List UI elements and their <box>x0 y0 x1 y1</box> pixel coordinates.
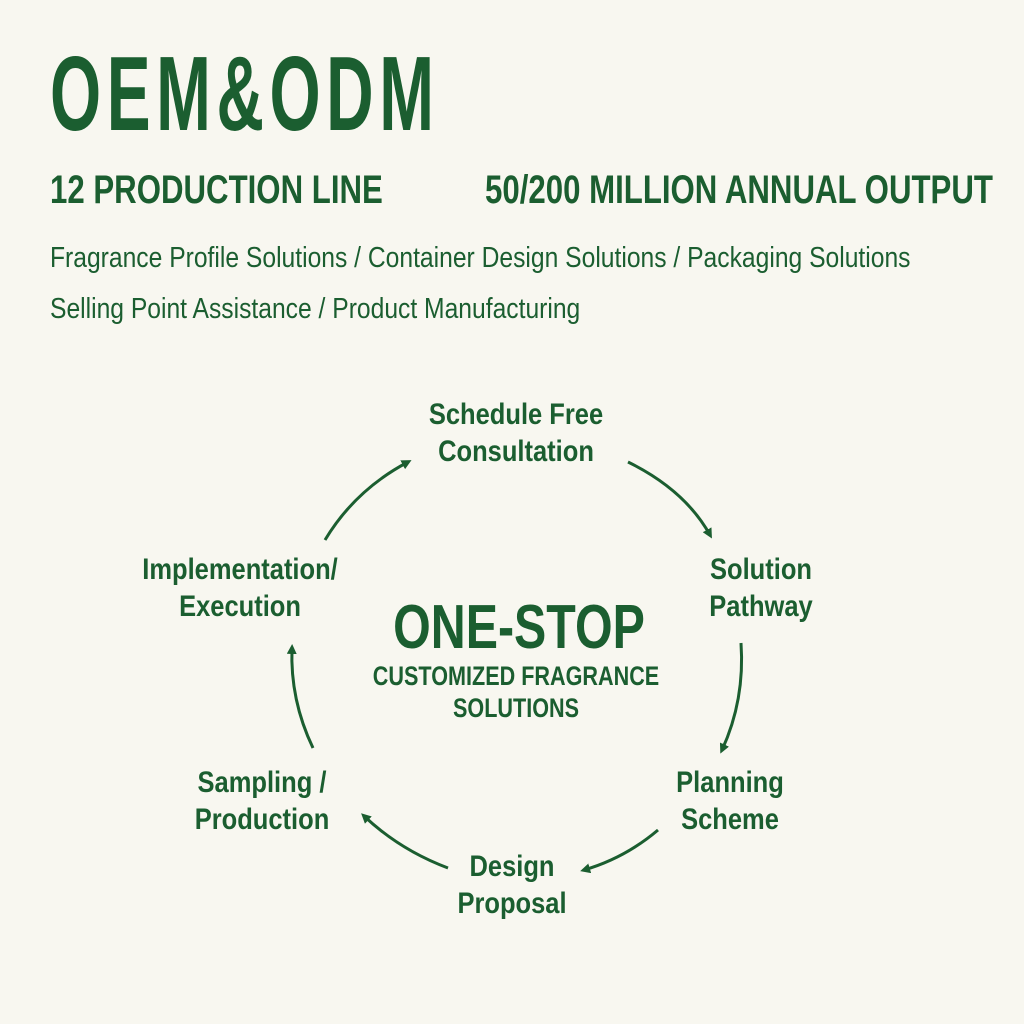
step-design-proposal: Design Proposal <box>457 850 567 920</box>
step-consultation: Schedule Free Consultation <box>428 398 604 468</box>
step-planning-scheme: Planning Scheme <box>676 766 784 836</box>
step-solution-pathway: Solution Pathway <box>709 553 813 623</box>
arrow-icon <box>627 460 712 539</box>
page-title: OEM&ODM <box>50 35 440 153</box>
step-sampling-production: Sampling / Production <box>194 766 330 836</box>
step-implementation: Implementation/Execution <box>142 553 338 623</box>
annual-output-stat: 50/200 MILLION ANNUAL OUTPUT <box>485 168 993 212</box>
production-lines-stat: 12 PRODUCTION LINE <box>50 168 383 212</box>
arrow-icon <box>719 642 744 754</box>
arrow-icon <box>580 828 659 874</box>
services-line-2: Selling Point Assistance / Product Manuf… <box>50 293 581 325</box>
center-subtitle: CUSTOMIZED FRAGRANCE SOLUTIONS <box>372 661 660 723</box>
center-title: ONE-STOP <box>393 593 645 662</box>
arrow-icon <box>323 460 412 541</box>
arrow-icon <box>286 644 315 749</box>
services-line-1: Fragrance Profile Solutions / Container … <box>50 242 911 274</box>
arrow-icon <box>361 813 449 870</box>
